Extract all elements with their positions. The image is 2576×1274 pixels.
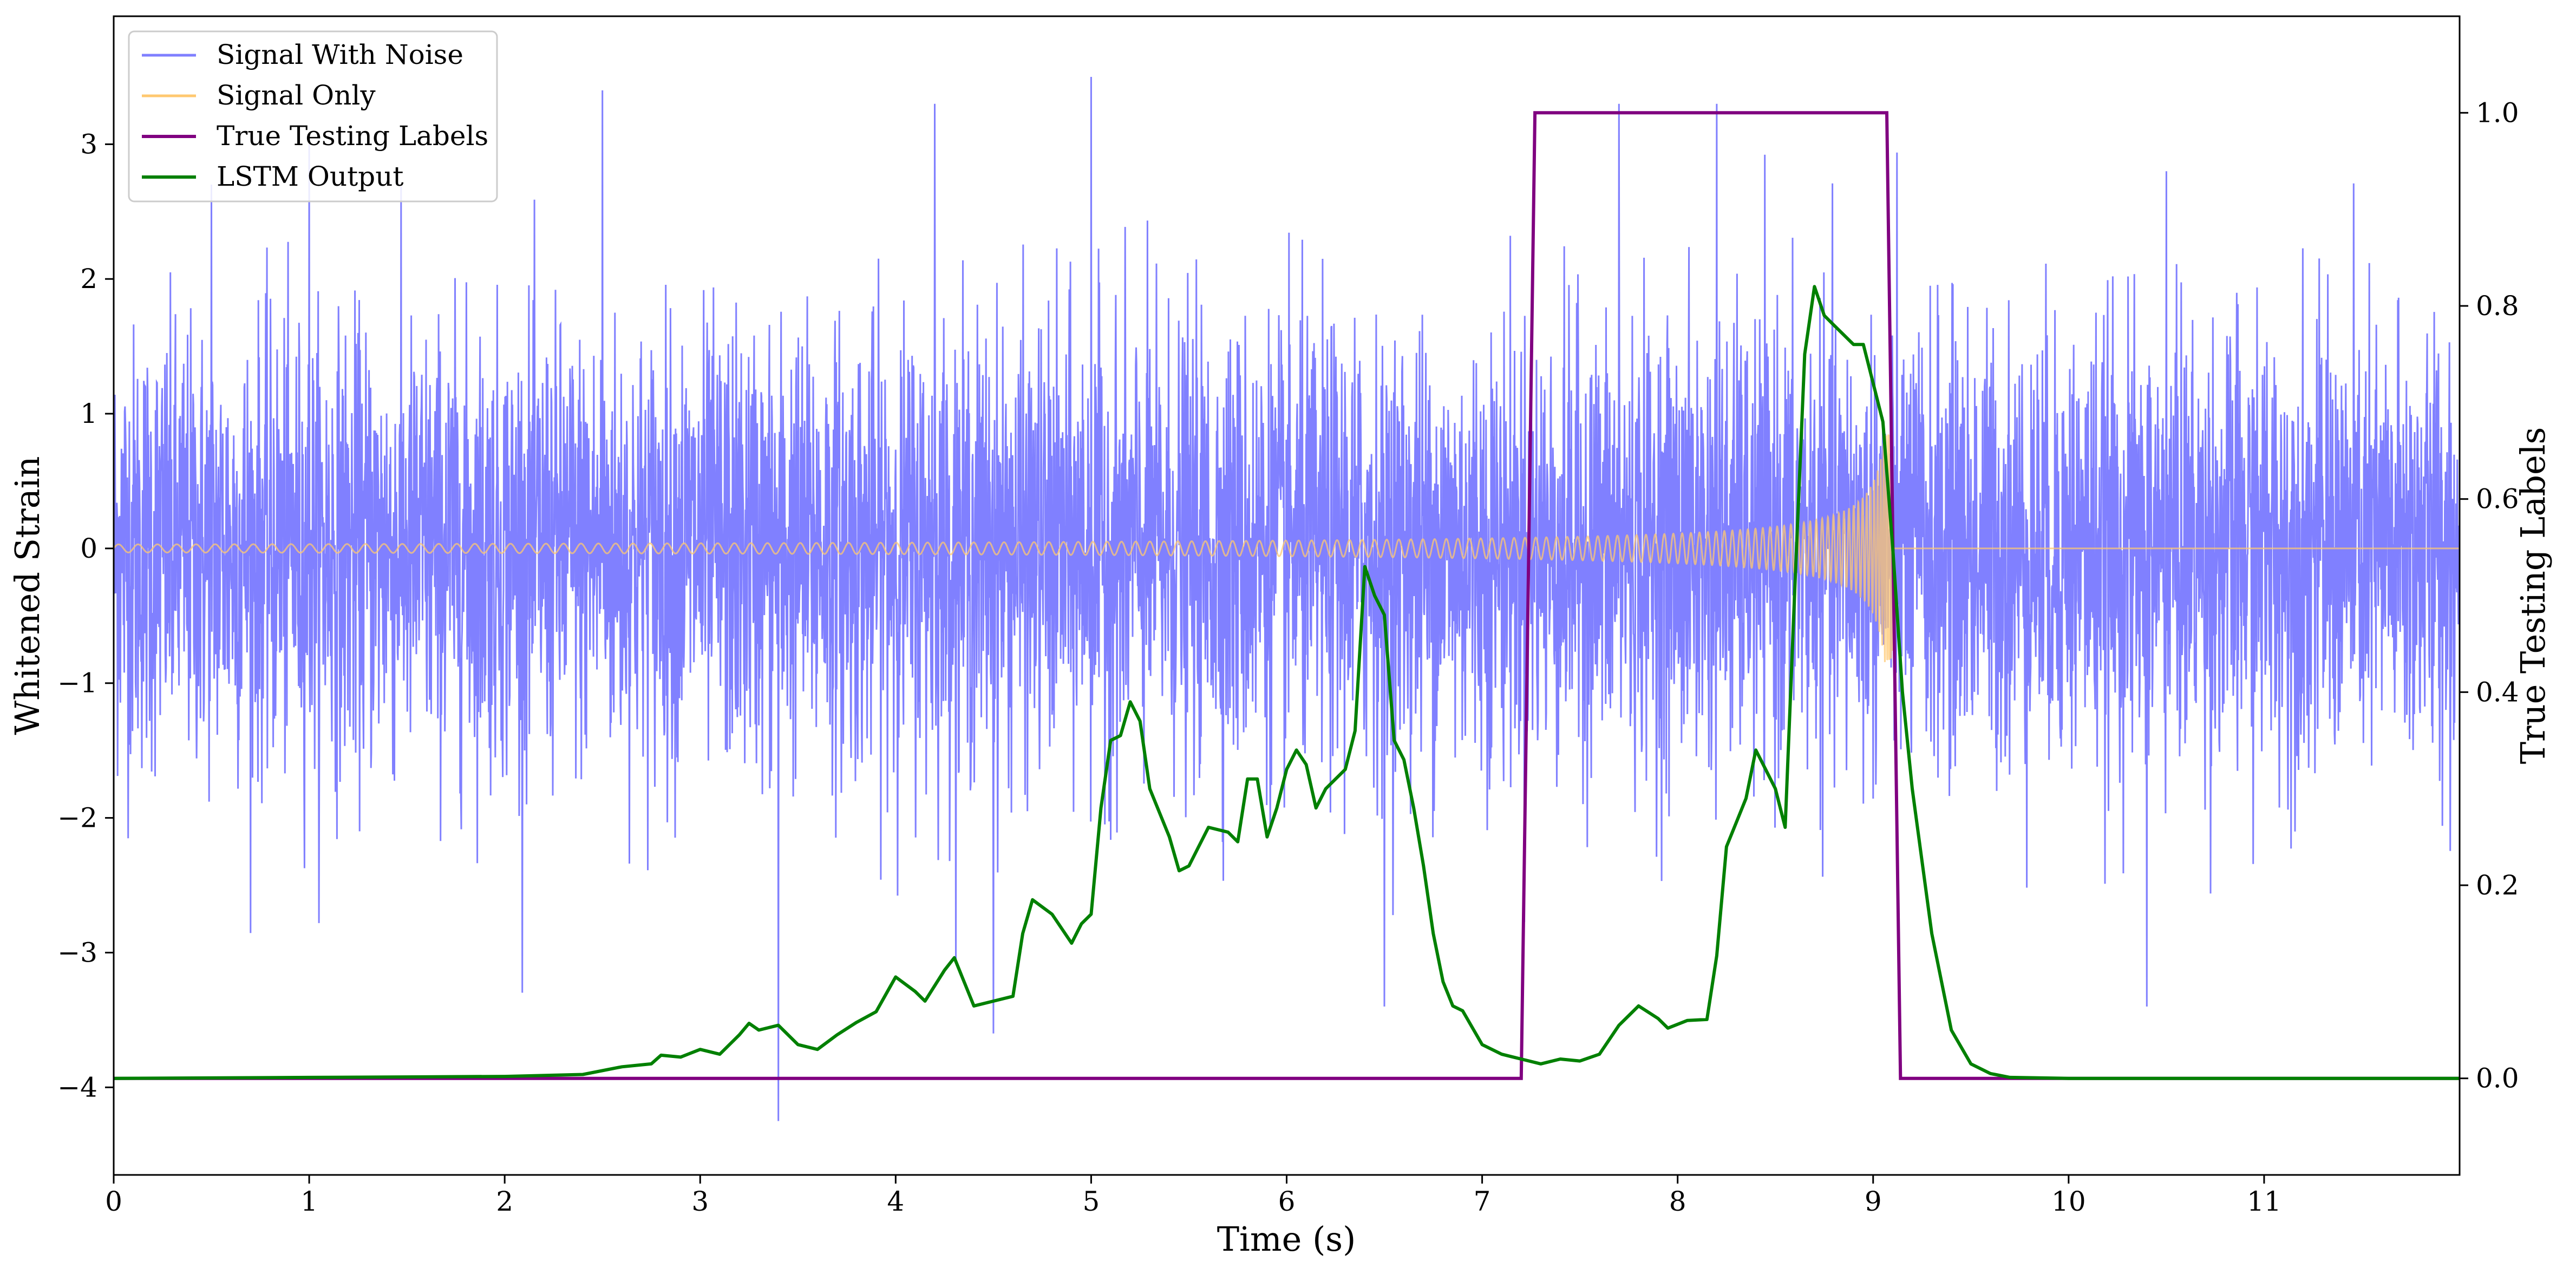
series-true-testing-labels xyxy=(114,111,2460,1080)
x-tick-label-9: 9 xyxy=(1865,1186,1882,1217)
x-tick-label-8: 8 xyxy=(1669,1186,1686,1217)
y-tick-label-3: −1 xyxy=(57,668,97,699)
series-layer xyxy=(114,76,2460,1121)
y2-tick-label-1: 0.2 xyxy=(2476,870,2519,901)
y-tick-label-0: −4 xyxy=(57,1072,97,1103)
y2-axis-label: True Testing Labels xyxy=(2513,427,2553,765)
y-tick-label-2: −2 xyxy=(57,802,97,834)
y-axis-label: Whitened Strain xyxy=(8,456,47,735)
x-tick-label-4: 4 xyxy=(887,1186,904,1217)
y-axis-left: −4 −3 −2 −1 0 1 2 3 xyxy=(57,128,114,1103)
x-tick-label-7: 7 xyxy=(1474,1186,1491,1217)
x-tick-label-2: 2 xyxy=(496,1186,513,1217)
x-tick-label-1: 1 xyxy=(300,1186,318,1217)
legend: Signal With Noise Signal Only True Testi… xyxy=(128,30,498,202)
y-tick-label-7: 3 xyxy=(80,128,97,160)
y-tick-label-1: −3 xyxy=(57,937,97,968)
y2-tick-label-3: 0.6 xyxy=(2476,484,2519,515)
series-signal-with-noise xyxy=(114,76,2460,1121)
y2-tick-label-0: 0.0 xyxy=(2476,1063,2519,1094)
x-axis-label: Time (s) xyxy=(1217,1219,1356,1259)
y2-tick-label-4: 0.8 xyxy=(2476,290,2519,322)
x-tick-label-11: 11 xyxy=(2247,1186,2281,1217)
y-tick-label-6: 2 xyxy=(80,263,97,295)
y2-tick-label-5: 1.0 xyxy=(2476,97,2519,128)
y2-tick-label-2: 0.4 xyxy=(2476,676,2519,708)
y-tick-label-5: 1 xyxy=(80,398,97,429)
x-tick-label-3: 3 xyxy=(691,1186,709,1217)
y-tick-label-4: 0 xyxy=(80,533,97,564)
x-tick-label-10: 10 xyxy=(2051,1186,2086,1217)
x-axis: 0 1 2 3 4 5 6 7 8 9 10 11 xyxy=(105,1175,2281,1217)
legend-label-noise: Signal With Noise xyxy=(217,39,463,70)
y-axis-right: 0.0 0.2 0.4 0.6 0.8 1.0 xyxy=(2460,97,2519,1094)
series-signal-only xyxy=(114,434,2460,662)
series-lstm-output xyxy=(114,285,2460,1080)
legend-box xyxy=(128,30,498,202)
legend-label-lstm: LSTM Output xyxy=(217,161,403,192)
x-tick-label-5: 5 xyxy=(1083,1186,1100,1217)
legend-label-labels: True Testing Labels xyxy=(217,120,488,152)
x-tick-label-0: 0 xyxy=(105,1186,122,1217)
legend-label-signal: Signal Only xyxy=(217,80,376,111)
x-tick-label-6: 6 xyxy=(1278,1186,1296,1217)
